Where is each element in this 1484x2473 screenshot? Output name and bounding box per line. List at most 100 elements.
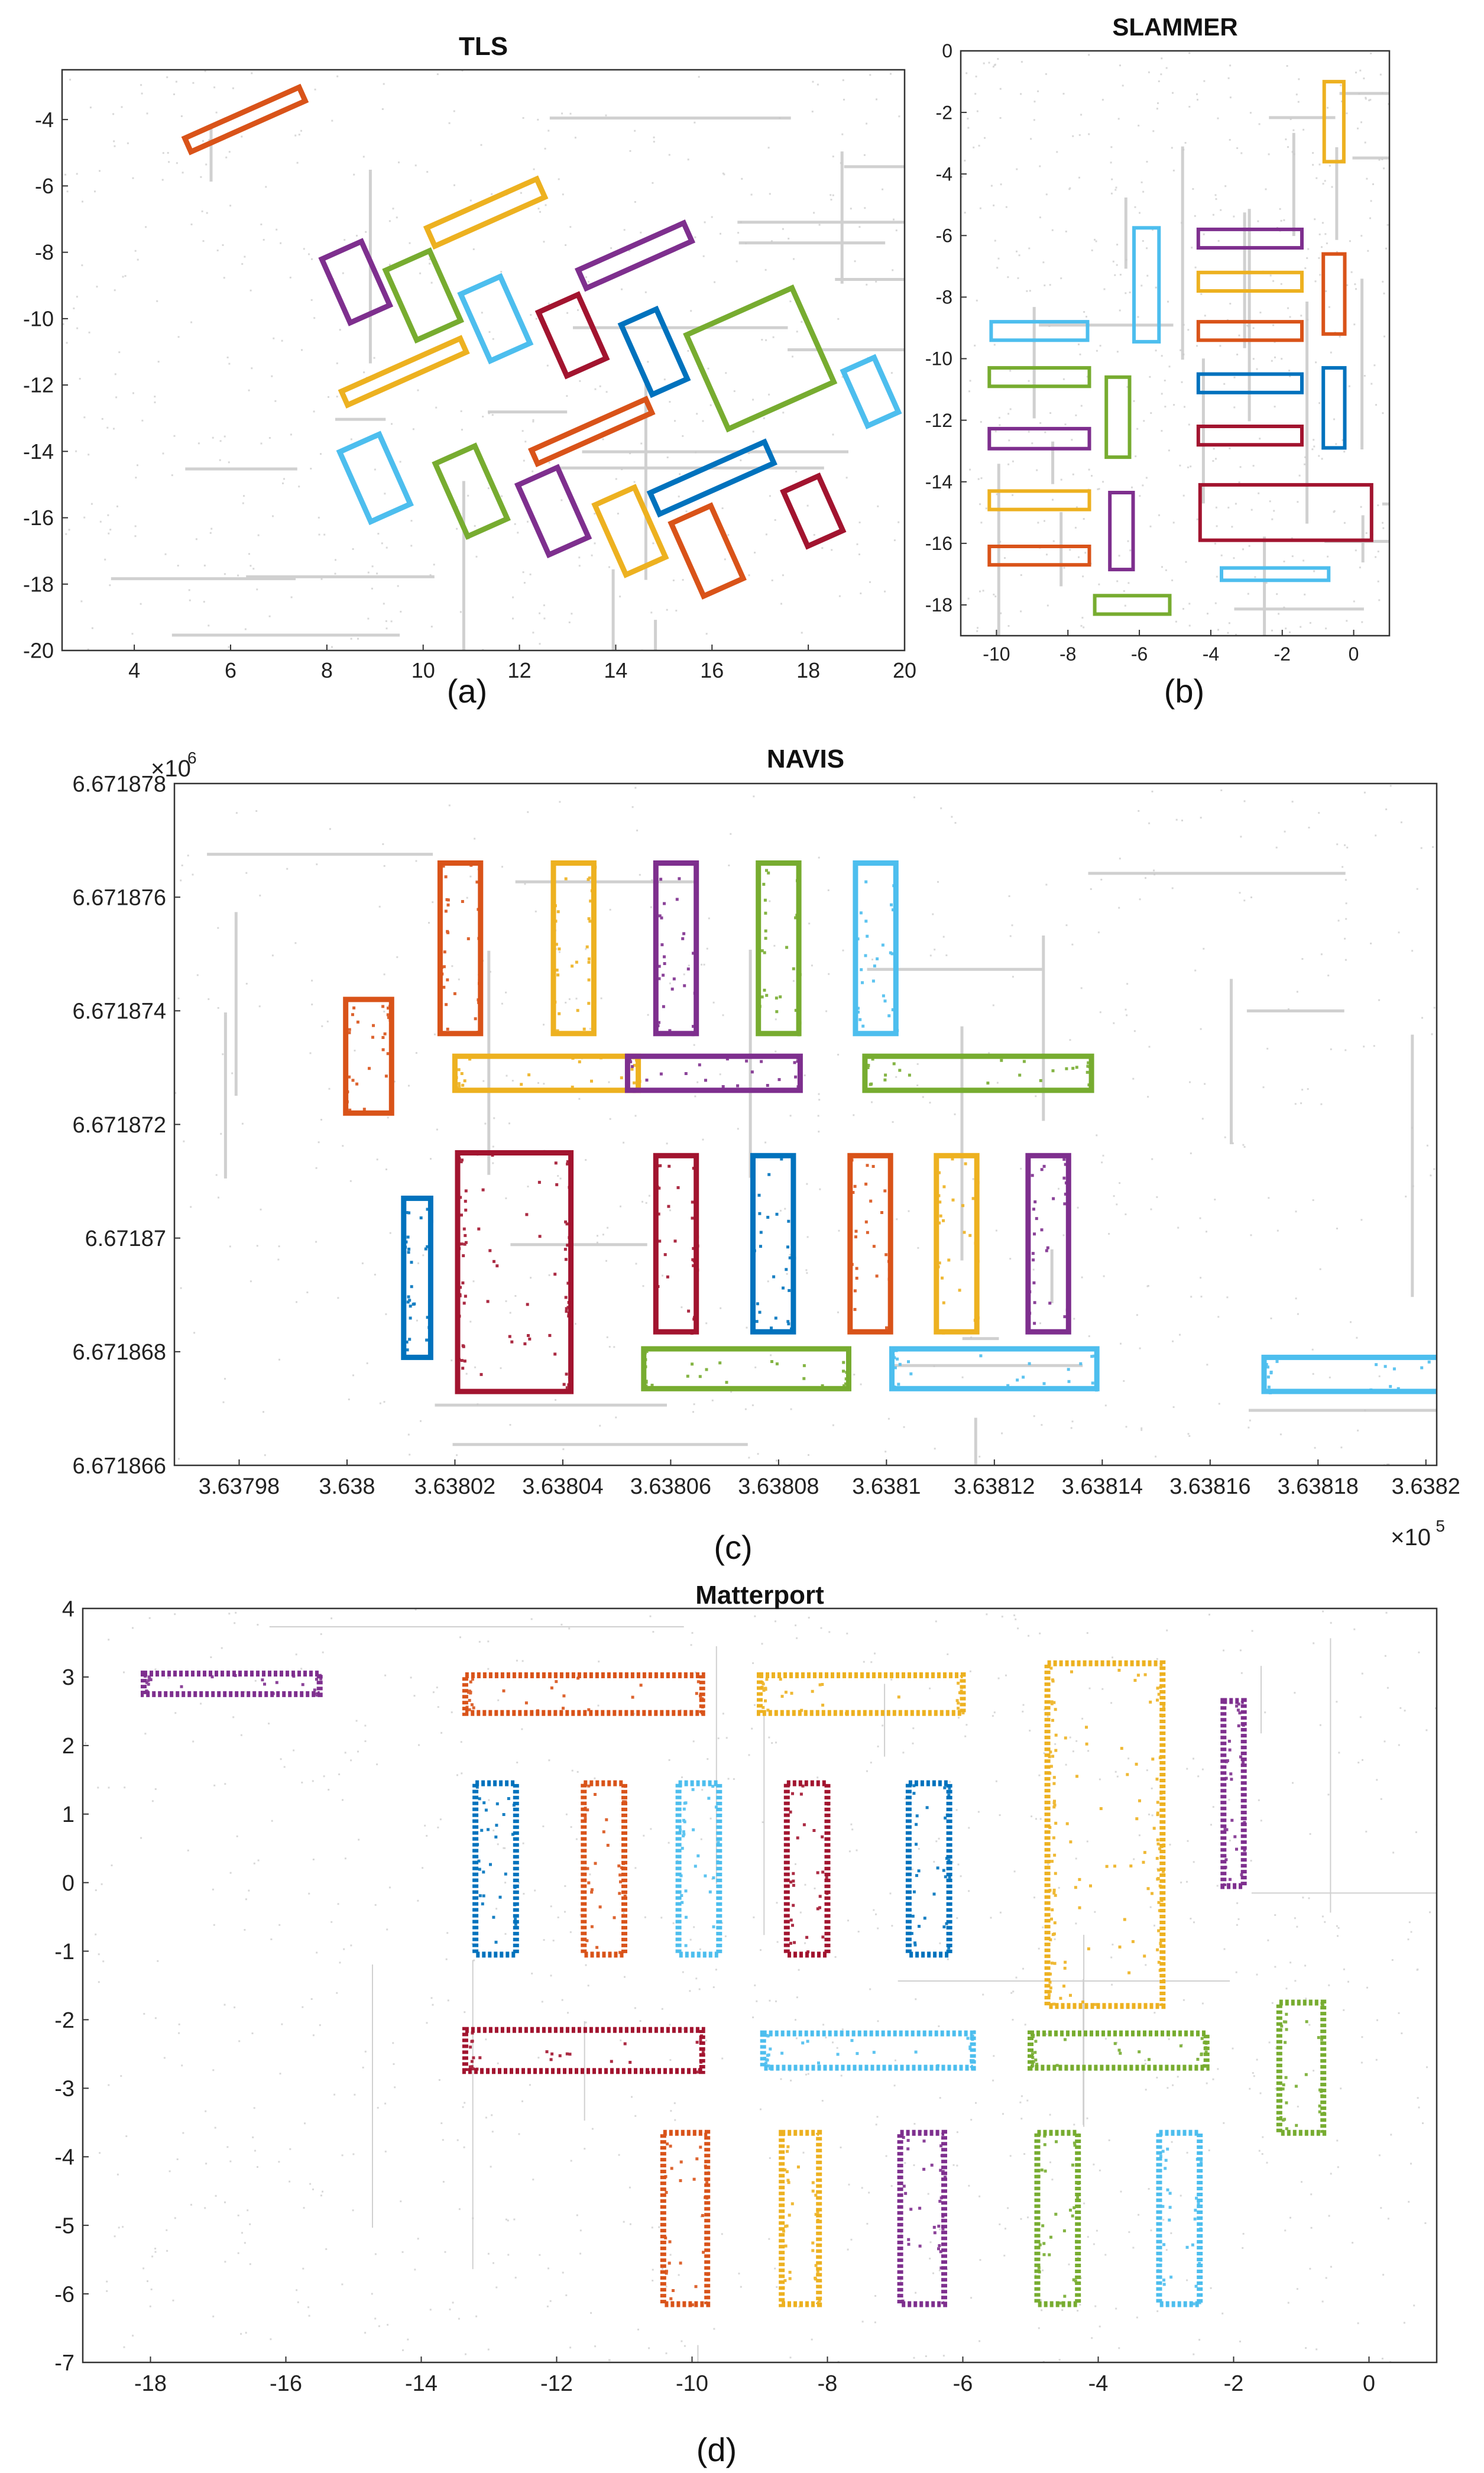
y-tick-label-d: -6 (54, 2282, 74, 2307)
x-tick-label-b: -8 (1059, 643, 1076, 665)
x-tick-label-d: -14 (405, 2371, 438, 2396)
y-tick-label-a: -4 (35, 108, 54, 132)
x-tick-label-b: -6 (1131, 643, 1148, 665)
object-d-10 (905, 1780, 952, 1958)
object-d-6 (472, 1780, 519, 1958)
object-a-4 (318, 238, 394, 326)
object-c-2 (550, 860, 597, 1037)
panel-c: 3.63798 3.638 3.63802 3.63804 3.63806 3.63808… (73, 745, 1460, 1566)
x-tick-label-c: 3.63816 (1169, 1474, 1250, 1499)
x-tick-label-c: 3.63806 (630, 1474, 711, 1499)
y-tick-label-b: -12 (925, 410, 952, 431)
x-tick-label-c: 3.63814 (1062, 1474, 1143, 1499)
object-a-19 (780, 472, 847, 550)
x-tick-label-a: 10 (411, 658, 435, 682)
background-points-d (84, 1608, 1437, 2362)
y-tick-label-a: -10 (23, 306, 54, 331)
axes-frame-d (82, 1607, 1438, 2364)
x-tick-label-d: -2 (1224, 2371, 1244, 2396)
x-tick-label-d: -18 (134, 2371, 167, 2396)
object-c-10 (401, 1195, 433, 1360)
panel-a: 4 6 8 10 12 14 16 18 20 -4 -6 -8 -10 -12 -14 -16 -18 -20 T… (23, 32, 916, 710)
x-tick-label-c: 3.63818 (1278, 1474, 1359, 1499)
background-points-b (961, 52, 1389, 636)
object-a-12 (527, 396, 656, 468)
object-b-19 (1093, 594, 1172, 616)
x-tick-label-c: 3.6381 (852, 1474, 921, 1499)
object-d-9 (783, 1780, 831, 1958)
y-tick-label-b: -2 (936, 102, 952, 123)
y-tick-label-d: -3 (54, 2077, 74, 2102)
object-d-7 (581, 1780, 627, 1958)
object-c-3 (653, 860, 699, 1037)
object-b-3 (1132, 226, 1161, 344)
x-tick-label-c: 3.63798 (199, 1474, 280, 1499)
x-tick-label-a: 14 (604, 658, 627, 682)
object-c-8 (624, 1053, 803, 1093)
object-b-2 (989, 320, 1090, 342)
caption-c: (c) (714, 1529, 752, 1566)
object-d-11 (462, 2027, 705, 2074)
object-d-4 (1044, 1660, 1166, 2009)
object-b-9 (1104, 375, 1132, 459)
object-d-12 (760, 2030, 976, 2071)
x-tick-label-d: -12 (540, 2371, 573, 2396)
objects-d (141, 1660, 1327, 2307)
object-a-1 (181, 83, 309, 156)
y-multiplier: ×10 (151, 756, 191, 782)
object-a-9 (683, 284, 838, 433)
object-c-13 (750, 1153, 796, 1335)
object-b-12 (987, 426, 1091, 451)
y-tick-label-c: 6.67187 (85, 1226, 166, 1251)
object-b-11 (1321, 366, 1347, 450)
y-tick-label-d: 1 (62, 1802, 74, 1827)
object-a-7 (534, 291, 610, 380)
y-tick-label-d: -2 (54, 2008, 74, 2033)
object-d-14 (1276, 1999, 1327, 2136)
x-tick-label-d: -10 (676, 2371, 708, 2396)
y-tick-label-b: -10 (925, 348, 952, 370)
object-c-12 (653, 1153, 699, 1335)
y-tick-label-c: 6.671878 (73, 772, 167, 797)
x-tick-label-c: 3.638 (319, 1474, 375, 1499)
object-b-5 (1196, 270, 1304, 293)
x-tick-label-c: 3.63802 (414, 1474, 495, 1499)
y-tick-label-b: -14 (925, 471, 952, 493)
object-d-16 (779, 2129, 822, 2307)
object-a-15 (432, 442, 511, 540)
object-d-3 (757, 1672, 966, 1716)
object-a-18 (668, 502, 747, 600)
object-a-3 (574, 219, 696, 292)
y-tick-label-d: 0 (62, 1871, 74, 1896)
x-tick-label-a: 16 (700, 658, 724, 682)
background-points-c (174, 785, 1437, 1465)
x-tick-label-a: 12 (508, 658, 532, 682)
y-tick-label-b: 0 (942, 40, 952, 61)
object-a-17 (591, 484, 669, 578)
y-tick-label-a: -20 (23, 639, 54, 663)
y-tick-label-b: -18 (925, 594, 952, 616)
y-tick-label-d: 2 (62, 1734, 74, 1759)
x-tick-label-a: 18 (796, 658, 820, 682)
y-tick-label-c: 6.671868 (73, 1340, 167, 1365)
y-tick-label-d: -4 (54, 2145, 74, 2170)
y-tick-label-a: -18 (23, 572, 54, 596)
x-tick-label-b: -2 (1274, 643, 1291, 665)
object-b-17 (987, 545, 1091, 567)
object-a-2 (423, 175, 549, 250)
y-tick-label-b: -6 (936, 225, 952, 247)
x-tick-label-b: -4 (1203, 643, 1219, 665)
x-tick-label-a: 8 (321, 658, 333, 682)
x-tick-label-d: 0 (1363, 2371, 1375, 2396)
y-tick-label-d: -1 (54, 1940, 74, 1964)
title-c: NAVIS (767, 745, 844, 773)
objects-c (343, 860, 1437, 1394)
x-tick-label-d: -16 (270, 2371, 302, 2396)
x-tick-label-b: 0 (1349, 643, 1359, 665)
x-tick-label-d: -6 (953, 2371, 973, 2396)
object-c-17 (641, 1346, 852, 1391)
axes-frame-a (61, 69, 906, 652)
caption-d: (d) (696, 2431, 737, 2468)
y-tick-label-a: -8 (35, 240, 54, 264)
object-d-19 (1156, 2129, 1203, 2307)
